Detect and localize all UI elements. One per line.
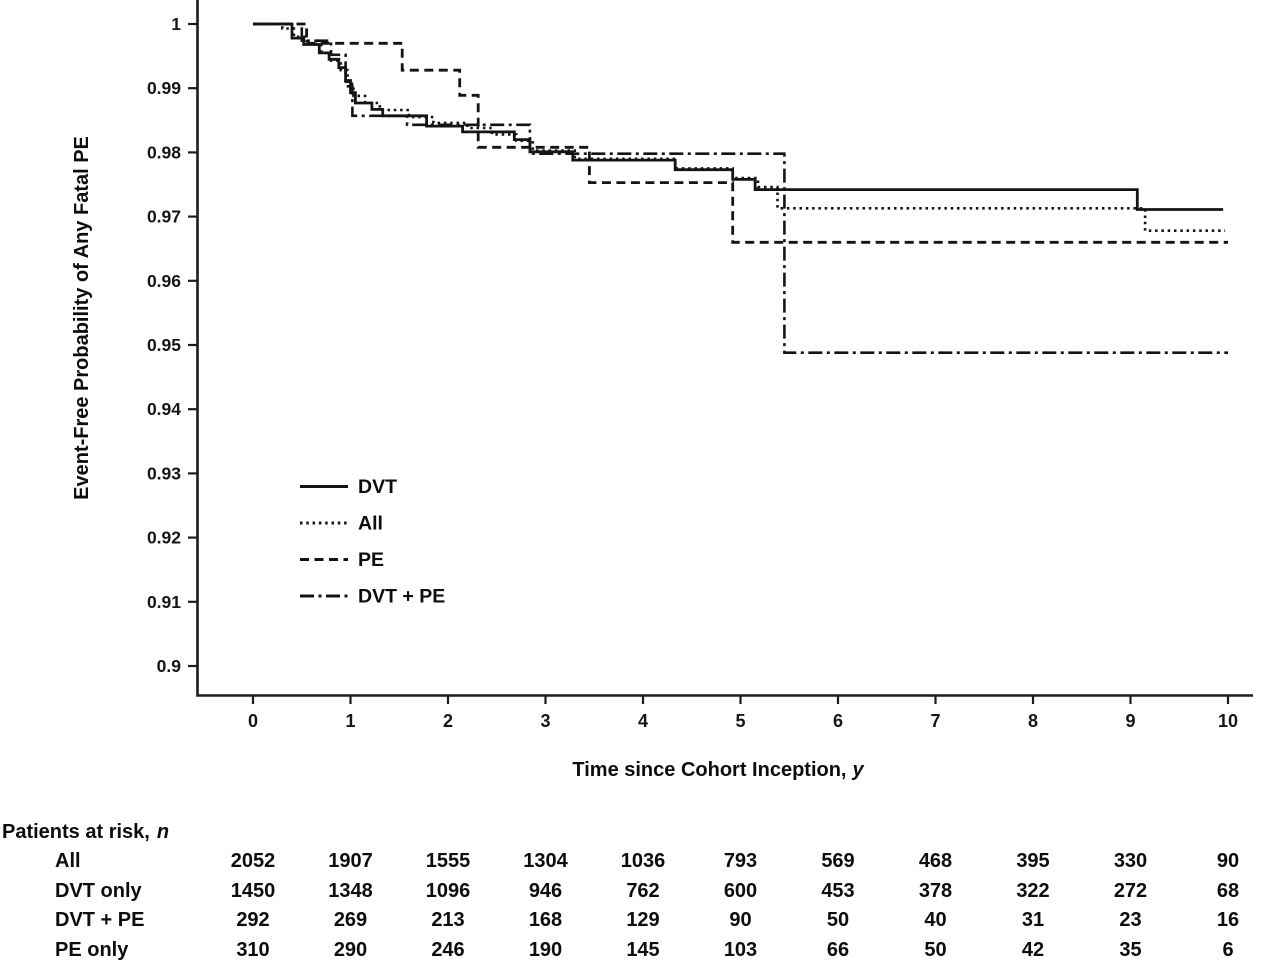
risk-count: 23 [1119, 909, 1142, 931]
x-tick-label: 9 [1125, 711, 1135, 731]
legend-label: All [358, 513, 383, 535]
risk-count: 16 [1216, 909, 1240, 931]
risk-count: 290 [333, 939, 368, 961]
risk-count: 395 [1016, 850, 1050, 872]
y-tick-label: 0.97 [147, 207, 181, 227]
legend-label: DVT [358, 476, 397, 498]
risk-count: 50 [826, 909, 850, 931]
y-tick-label: 1 [171, 14, 181, 34]
risk-count: 600 [723, 880, 758, 902]
risk-count: 190 [528, 939, 563, 961]
legend: DVT All PE DVT + PE [300, 476, 445, 608]
risk-count: 468 [918, 850, 953, 872]
risk-count: 90 [729, 909, 752, 931]
risk-count: 2052 [230, 850, 276, 872]
risk-count: 946 [528, 880, 563, 902]
y-tick-label: 0.94 [147, 399, 181, 419]
risk-table-title: Patients at risk, n [2, 820, 169, 844]
y-tick-label: 0.92 [147, 528, 181, 548]
risk-count: 90 [1216, 850, 1240, 872]
risk-count: 50 [924, 939, 947, 961]
risk-count: 31 [1021, 909, 1045, 931]
risk-count: 1348 [328, 880, 373, 902]
risk-count: 269 [333, 909, 368, 931]
risk-count: 453 [821, 880, 855, 902]
curve-all [253, 22, 1226, 232]
risk-count: 103 [723, 939, 758, 961]
risk-count: 66 [826, 939, 850, 961]
x-tick-label: 5 [735, 711, 745, 731]
risk-count: 1304 [523, 850, 568, 872]
x-axis-title: Time since Cohort Inception, y [572, 759, 864, 781]
y-tick-label: 0.91 [147, 592, 181, 612]
y-tick-label: 0.96 [147, 271, 181, 291]
axes: 10.990.980.970.960.950.940.930.920.910.9… [147, 0, 1253, 731]
axis-lines [196, 0, 1253, 697]
x-tick-label: 10 [1218, 711, 1238, 731]
risk-count: 40 [924, 909, 947, 931]
risk-count: 1096 [425, 880, 471, 902]
risk-count: 1450 [230, 880, 276, 902]
y-tick-label: 0.93 [147, 463, 181, 483]
risk-count: 1907 [328, 850, 373, 872]
x-tick-label: 1 [345, 711, 355, 731]
risk-count: 246 [431, 939, 465, 961]
x-tick-label: 6 [833, 711, 843, 731]
risk-count: 569 [821, 850, 855, 872]
risk-table-title-n: n [156, 821, 170, 843]
risk-count: 168 [528, 909, 563, 931]
risk-count: 35 [1119, 939, 1142, 961]
risk-count: 272 [1113, 880, 1148, 902]
risk-row-label: PE only [55, 939, 129, 961]
risk-row-label: All [55, 850, 81, 872]
risk-count: 68 [1216, 880, 1240, 902]
x-tick-label: 4 [638, 711, 648, 731]
curve-pe [253, 22, 1228, 244]
x-tick-label: 3 [540, 711, 550, 731]
risk-count: 292 [236, 909, 270, 931]
x-axis-title-unit: y [852, 759, 865, 781]
risk-count: 6 [1222, 939, 1234, 961]
legend-label: PE [358, 549, 384, 571]
risk-count: 793 [723, 850, 758, 872]
y-tick-label: 0.98 [147, 142, 181, 162]
legend-label: DVT + PE [358, 586, 445, 608]
risk-count: 42 [1021, 939, 1045, 961]
risk-count: 1036 [620, 850, 666, 872]
curve-dvt-plus-pe [253, 22, 1228, 355]
y-axis-title: Event-Free Probability of Any Fatal PE [71, 136, 93, 500]
x-axis-title-main: Time since Cohort Inception, [572, 759, 846, 781]
risk-count: 129 [626, 909, 660, 931]
risk-count: 310 [236, 939, 270, 961]
risk-count: 322 [1016, 880, 1050, 902]
x-tick-label: 0 [248, 711, 258, 731]
x-tick-label: 8 [1028, 711, 1038, 731]
km-chart: 10.990.980.970.960.950.940.930.920.910.9… [71, 0, 1253, 781]
risk-count: 378 [918, 880, 953, 902]
curve-dvt [253, 22, 1224, 211]
y-tick-label: 0.99 [147, 78, 181, 98]
risk-row-label: DVT only [55, 880, 142, 902]
risk-count: 330 [1113, 850, 1148, 872]
survival-curves [253, 22, 1228, 355]
risk-count: 213 [431, 909, 465, 931]
x-tick-label: 2 [443, 711, 453, 731]
y-tick-label: 0.9 [157, 656, 182, 676]
risk-count: 1555 [425, 850, 471, 872]
x-tick-label: 7 [930, 711, 940, 731]
y-tick-label: 0.95 [147, 335, 181, 355]
risk-row-label: DVT + PE [55, 909, 145, 931]
risk-table-title-text: Patients at risk, [2, 821, 150, 843]
risk-count: 145 [626, 939, 660, 961]
risk-count: 762 [626, 880, 660, 902]
